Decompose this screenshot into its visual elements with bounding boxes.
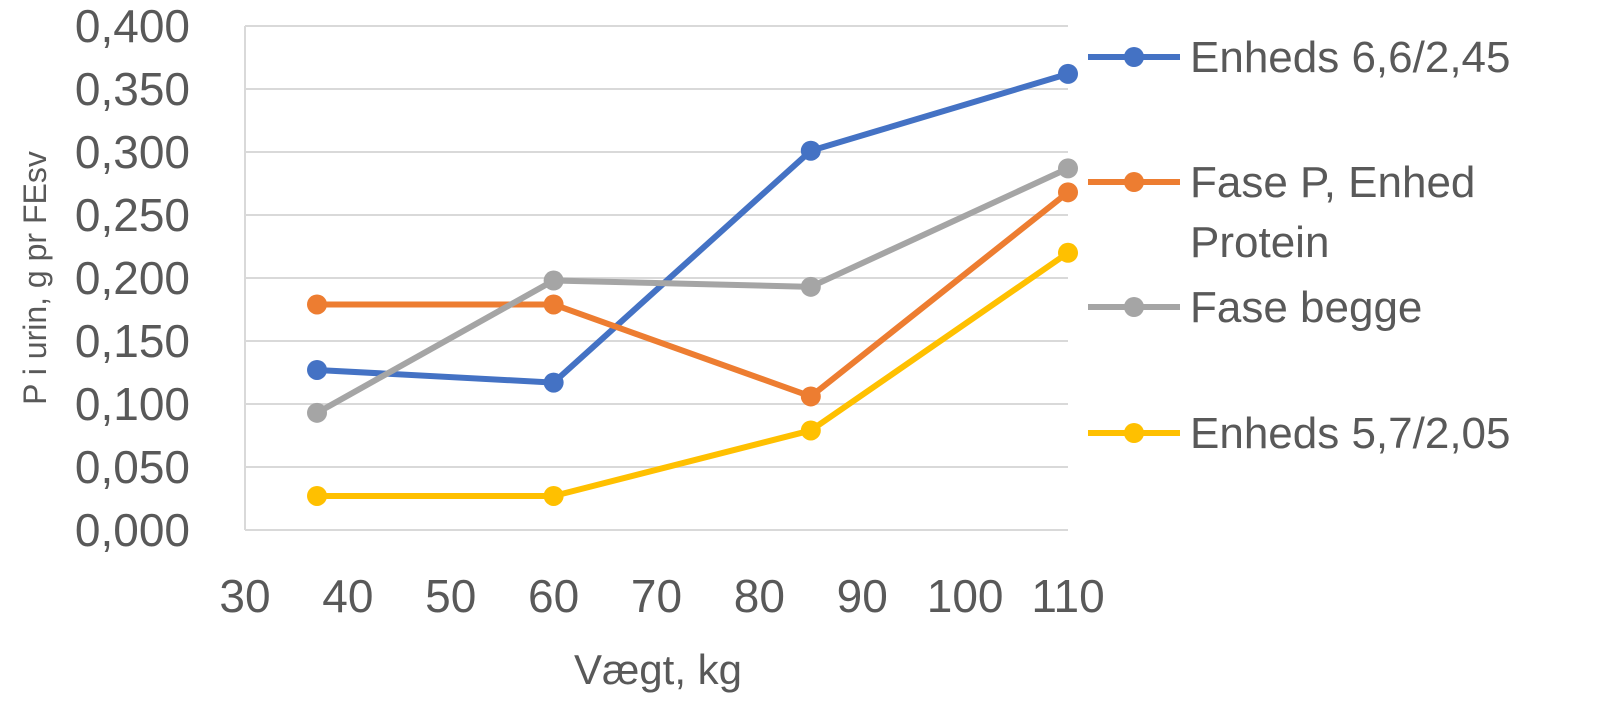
- x-tick-label: 50: [425, 570, 476, 622]
- y-tick-label: 0,100: [75, 378, 190, 430]
- legend-swatch-marker: [1124, 47, 1144, 67]
- y-tick-label: 0,000: [75, 504, 190, 556]
- series-group: [307, 63, 1078, 506]
- axes: [244, 26, 1068, 531]
- data-point: [1058, 158, 1078, 179]
- legend-swatch-marker: [1124, 297, 1144, 317]
- x-tick-label: 80: [734, 570, 785, 622]
- data-point: [800, 140, 821, 161]
- x-axis-title: Vægt, kg: [574, 646, 742, 693]
- data-point: [1058, 182, 1078, 203]
- x-tick-label: 90: [837, 570, 888, 622]
- data-point: [800, 420, 821, 441]
- x-tick-label: 30: [219, 570, 270, 622]
- data-point: [543, 485, 564, 506]
- series-line: [317, 250, 1070, 499]
- legend-label: Enheds 6,6/2,45: [1190, 33, 1510, 82]
- legend-entry-2: Fase P, Enhed Protein: [1088, 158, 1475, 267]
- series-2: [307, 182, 1078, 407]
- legend-entry-3: Fase begge: [1088, 283, 1422, 332]
- x-tick-label: 100: [927, 570, 1004, 622]
- data-point: [1058, 242, 1078, 263]
- series-3: [307, 158, 1078, 423]
- legend-entry-1: Enheds 6,6/2,45: [1088, 33, 1510, 82]
- data-point: [307, 485, 328, 506]
- data-point: [543, 372, 564, 393]
- legend-entry-4: Enheds 5,7/2,05: [1088, 409, 1510, 458]
- data-point: [543, 294, 564, 315]
- y-tick-label: 0,200: [75, 252, 190, 304]
- x-tick-labels: 30 40 50 60 70 80 90 100 110: [219, 570, 1104, 622]
- legend-label: Fase begge: [1190, 283, 1422, 332]
- data-point: [543, 270, 564, 291]
- x-tick-label: 60: [528, 570, 579, 622]
- gridlines: [245, 25, 1068, 468]
- y-tick-label: 0,250: [75, 189, 190, 241]
- data-point: [307, 294, 328, 315]
- x-tick-label: 40: [322, 570, 373, 622]
- y-tick-label: 0,300: [75, 126, 190, 178]
- legend-label-line: Fase P, Enhed: [1190, 158, 1475, 207]
- y-tick-label: 0,150: [75, 315, 190, 367]
- series-1: [307, 63, 1078, 393]
- x-tick-label: 110: [1031, 570, 1104, 622]
- y-tick-label: 0,050: [75, 441, 190, 493]
- legend-label-line: Protein: [1190, 218, 1329, 267]
- legend-swatch-marker: [1124, 423, 1144, 443]
- y-tick-label: 0,350: [75, 63, 190, 115]
- data-point: [307, 402, 328, 423]
- series-line: [315, 165, 1070, 416]
- series-line: [317, 189, 1070, 400]
- data-point: [800, 276, 821, 297]
- legend-label: Fase P, Enhed Protein: [1190, 158, 1475, 267]
- y-tick-label: 0,400: [75, 0, 190, 52]
- legend-swatch-marker: [1124, 172, 1144, 192]
- y-tick-labels: 0,000 0,050 0,100 0,150 0,200 0,250 0,300 0,350…: [75, 0, 190, 556]
- data-point: [1058, 63, 1078, 84]
- legend-label: Enheds 5,7/2,05: [1190, 409, 1510, 458]
- data-point: [800, 386, 821, 407]
- series-line: [316, 71, 1069, 386]
- series-4: [307, 242, 1078, 506]
- y-axis-title: P i urin, g pr FEsv: [17, 151, 53, 405]
- data-point: [307, 359, 328, 380]
- x-tick-label: 70: [631, 570, 682, 622]
